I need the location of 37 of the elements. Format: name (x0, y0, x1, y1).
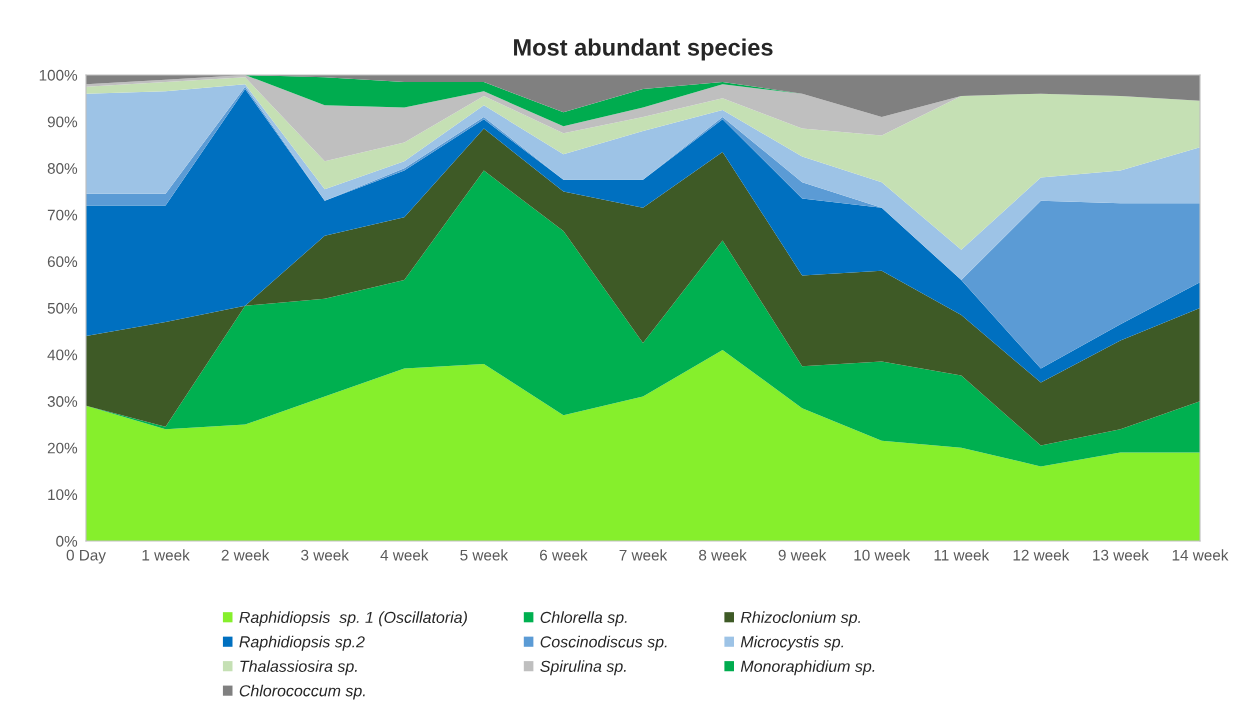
x-tick-label: 3 week (301, 549, 349, 561)
legend-label: Thalassiosira sp. (240, 660, 357, 676)
y-tick-label: 0% (56, 535, 78, 547)
legend-label: Raphidiopsis sp.2 (239, 635, 365, 651)
legend-label: Microcystis sp. (740, 635, 844, 651)
y-tick-label: 90% (47, 116, 78, 128)
x-tick-label: 0 Day (66, 549, 106, 564)
y-tick-label: 80% (47, 163, 78, 174)
x-tick-label: 10 week (854, 549, 911, 561)
x-tick-label: 14 week (1172, 549, 1229, 561)
y-tick-label: 10% (48, 489, 78, 501)
legend-label: Raphidiopsis sp. 1 (Oscillatoria) (239, 611, 467, 627)
y-tick-label: 40% (47, 349, 78, 361)
chart-title: Most abundant species (514, 38, 773, 61)
x-tick-label: 9 week (778, 549, 827, 561)
legend-label: Monoraphidium sp. (740, 660, 875, 676)
x-tick-label: 5 week (460, 549, 509, 561)
x-tick-label: 11 week (934, 549, 990, 561)
x-tick-label: 6 week (540, 549, 588, 561)
legend-label: Rhizoclonium sp. (740, 611, 861, 627)
y-tick-label: 20% (47, 442, 78, 454)
y-tick-label: 30% (47, 396, 78, 407)
x-tick-label: 13 week (1093, 549, 1149, 561)
x-tick-label: 2 week (221, 549, 270, 561)
legend-label: Chlorella sp. (540, 611, 627, 627)
y-tick-label: 60% (47, 256, 78, 268)
legend-label: Coscinodiscus sp. (540, 635, 667, 651)
x-tick-label: 7 week (619, 549, 668, 561)
legend-label: Chlorococcum sp. (239, 684, 365, 700)
x-tick-label: 8 week (699, 549, 747, 561)
y-tick-label: 70% (47, 209, 78, 221)
x-tick-label: 4 week (380, 549, 429, 561)
x-tick-label: 12 week (1013, 549, 1070, 561)
y-tick-label: 50% (47, 302, 78, 314)
y-tick-label: 100% (39, 69, 78, 81)
x-tick-label: 1 week (142, 549, 190, 561)
legend-label: Spirulina sp. (540, 660, 626, 676)
